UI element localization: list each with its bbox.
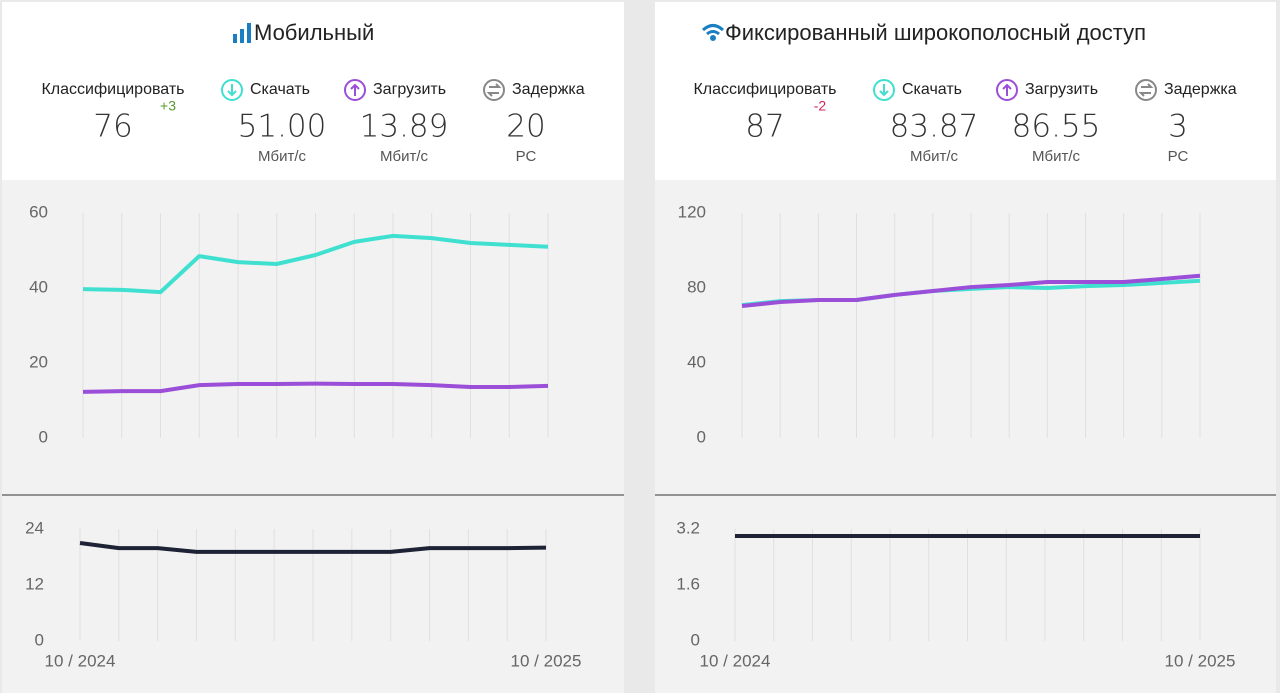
- card-header: [655, 2, 1276, 180]
- wifi-icon: [701, 24, 725, 41]
- y-tick-label: 0: [35, 630, 44, 649]
- stat-value: 51.00: [238, 109, 327, 145]
- stat-label: Загрузить: [1025, 81, 1098, 98]
- stat-unit: Мбит/с: [258, 148, 307, 165]
- stat-unit: Мбит/с: [1032, 148, 1081, 165]
- y-tick-label: 0: [39, 427, 48, 446]
- stat-icon-arrow: [1138, 83, 1154, 97]
- panel-title: Мобильный: [254, 20, 374, 45]
- y-tick-label: 20: [29, 352, 48, 371]
- stat-icon: [344, 79, 366, 101]
- stat-icon: [483, 79, 505, 101]
- stat-value: 76: [93, 109, 132, 145]
- stat-unit: РС: [516, 148, 537, 165]
- y-tick-label: 40: [687, 352, 706, 371]
- stat-unit: Мбит/с: [380, 148, 429, 165]
- card-header: [2, 2, 624, 180]
- stat-icon-arrow: [1002, 83, 1012, 96]
- data-line: [79, 541, 547, 554]
- panel-title: Фиксированный широкополосный доступ: [725, 20, 1146, 45]
- rank-change: +3: [160, 98, 176, 114]
- y-tick-label: 80: [687, 277, 706, 296]
- stat-value: 86.55: [1012, 109, 1101, 145]
- stat-unit: РС: [1168, 148, 1189, 165]
- stat-label: Классифицировать: [693, 81, 836, 98]
- y-tick-label: 60: [29, 202, 48, 221]
- stat-value: 13.89: [360, 109, 449, 145]
- stat-icon-arrow: [879, 84, 889, 97]
- stat-value: 83.87: [890, 109, 979, 145]
- stat-label: Скачать: [250, 81, 310, 98]
- stat-label: Классифицировать: [41, 81, 184, 98]
- stat-label: Загрузить: [373, 81, 446, 98]
- stat-icon-arrow: [350, 83, 360, 96]
- stat-icon: [221, 79, 243, 101]
- y-tick-label: 3.2: [676, 518, 700, 537]
- y-tick-label: 24: [25, 518, 44, 537]
- y-tick-label: 0: [691, 630, 700, 649]
- y-tick-label: 1.6: [676, 574, 700, 593]
- stat-icon: [873, 79, 895, 101]
- data-line: [82, 381, 549, 394]
- stat-icon: [1135, 79, 1157, 101]
- x-tick-label: 10 / 2024: [700, 651, 771, 670]
- x-tick-label: 10 / 2024: [45, 651, 116, 670]
- stat-value: 20: [506, 109, 545, 145]
- stat-icon-arrow: [227, 84, 237, 97]
- bars-icon: [233, 23, 251, 43]
- stat-label: Задержка: [512, 81, 585, 98]
- stat-label: Скачать: [902, 81, 962, 98]
- data-line: [741, 273, 1201, 308]
- y-tick-label: 12: [25, 574, 44, 593]
- stat-label: Задержка: [1164, 81, 1237, 98]
- stat-icon: [996, 79, 1018, 101]
- y-tick-label: 40: [29, 277, 48, 296]
- stat-unit: Мбит/с: [910, 148, 959, 165]
- stat-value: 3: [1168, 109, 1188, 145]
- stat-value: 87: [745, 109, 784, 145]
- x-tick-label: 10 / 2025: [511, 651, 582, 670]
- y-tick-label: 0: [697, 427, 706, 446]
- stat-icon-arrow: [486, 83, 502, 97]
- rank-change: -2: [814, 98, 827, 114]
- y-tick-label: 120: [678, 202, 706, 221]
- data-line: [82, 233, 549, 295]
- x-tick-label: 10 / 2025: [1165, 651, 1236, 670]
